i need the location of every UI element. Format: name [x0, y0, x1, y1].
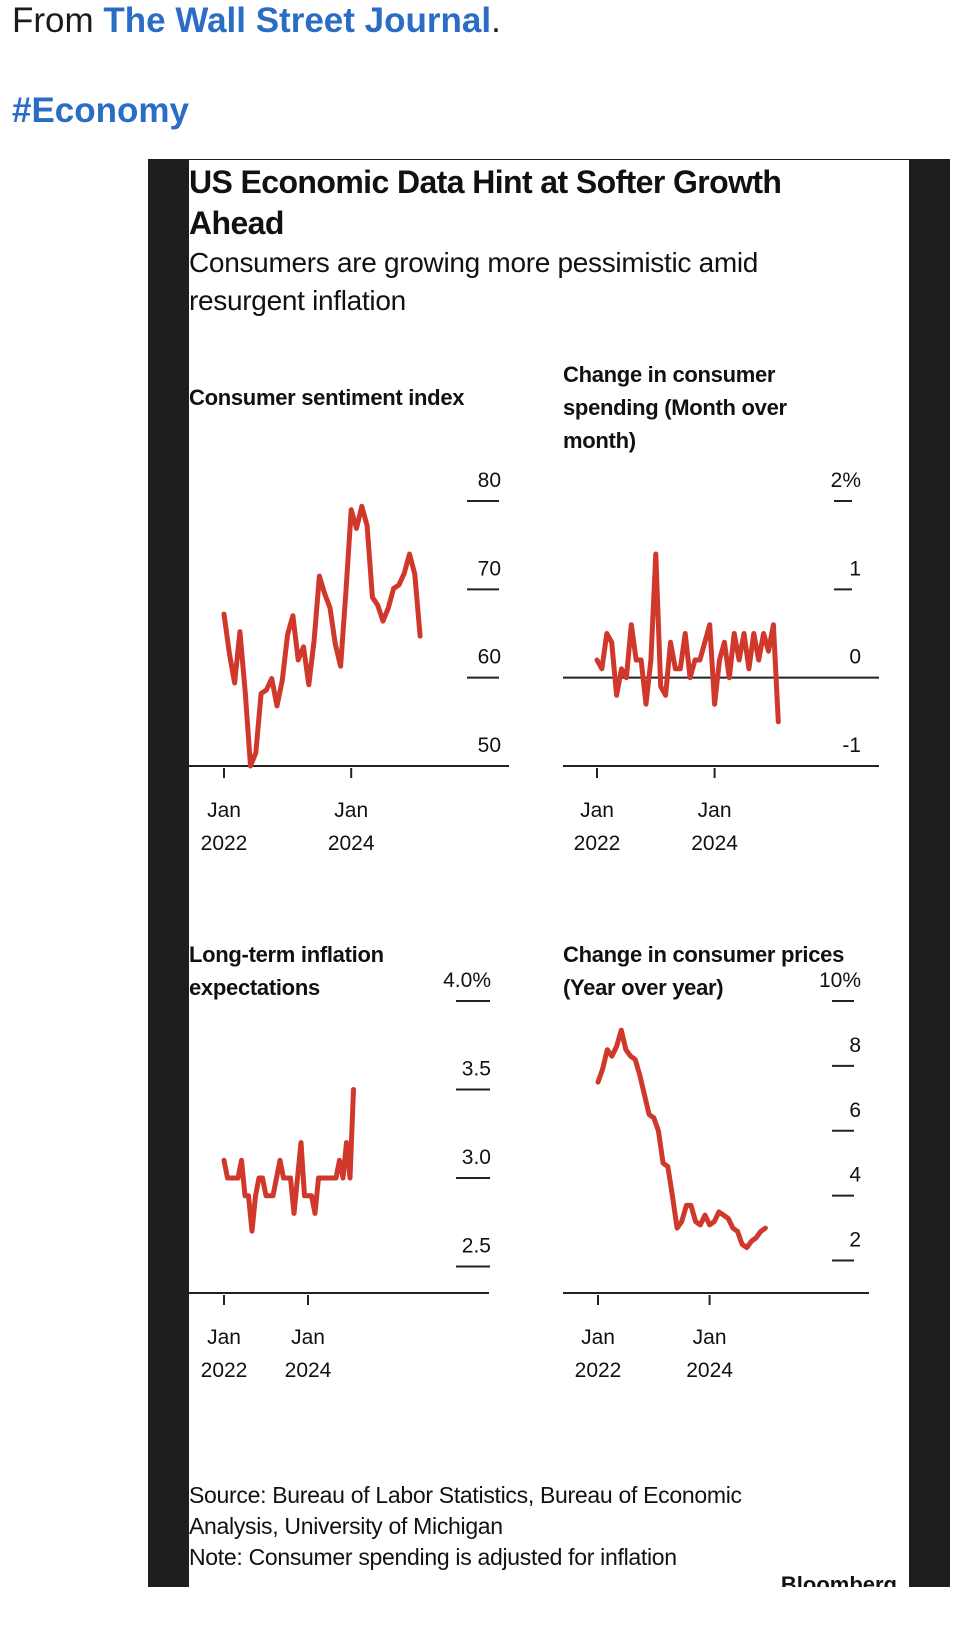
y-tick-label-spending: 2% [831, 469, 861, 492]
x-tick-label-year-inflation-expectations: 2022 [201, 1359, 248, 1382]
x-tick-label-year-consumer-prices: 2022 [575, 1359, 622, 1382]
chart-card: US Economic Data Hint at Softer Growth A… [189, 160, 909, 1587]
y-tick-label-inflation-expectations: 4.0% [443, 969, 491, 992]
y-tick-label-sentiment: 70 [478, 557, 501, 580]
series-line-spending [594, 551, 781, 725]
x-tick-label-month-spending: Jan [698, 799, 732, 822]
source-link[interactable]: The Wall Street Journal [103, 1, 492, 40]
from-suffix: . [491, 1, 501, 40]
series-line-consumer-prices [595, 1027, 768, 1251]
x-tick-label-year-spending: 2024 [691, 832, 738, 855]
x-tick-label-year-spending: 2022 [574, 832, 621, 855]
footnote: Note: Consumer spending is adjusted for … [189, 1544, 677, 1570]
y-tick-label-sentiment: 60 [478, 646, 501, 669]
series-line-inflation-expectations [221, 1087, 356, 1234]
panel-title-sentiment: Consumer sentiment index [189, 385, 465, 410]
x-tick-label-month-spending: Jan [580, 799, 614, 822]
y-tick-label-consumer-prices: 10% [819, 969, 861, 992]
series-line-sentiment [221, 503, 423, 769]
chart-title: US Economic Data Hint at Softer Growth A… [189, 164, 782, 241]
y-tick-label-inflation-expectations: 3.0 [462, 1146, 491, 1169]
panel-title-spending: Change in consumer spending (Month over … [563, 362, 787, 453]
source-note: Source: Bureau of Labor Statistics, Bure… [189, 1482, 742, 1539]
y-tick-label-spending: 0 [849, 646, 861, 669]
x-tick-label-month-sentiment: Jan [207, 799, 241, 822]
source-attribution: From The Wall Street Journal. [12, 0, 501, 42]
x-tick-label-month-consumer-prices: Jan [581, 1326, 615, 1349]
y-tick-label-spending: 1 [849, 557, 861, 580]
x-tick-label-month-inflation-expectations: Jan [207, 1326, 241, 1349]
y-tick-label-consumer-prices: 2 [849, 1229, 861, 1252]
panel-title-inflation-expectations: Long-term inflation expectations [189, 942, 384, 1000]
x-tick-label-year-sentiment: 2024 [328, 832, 375, 855]
from-prefix: From [12, 1, 104, 40]
x-tick-label-month-consumer-prices: Jan [693, 1326, 727, 1349]
x-tick-label-year-inflation-expectations: 2024 [285, 1359, 332, 1382]
hashtag-link[interactable]: #Economy [12, 91, 189, 130]
y-tick-label-spending: -1 [842, 734, 861, 757]
y-tick-label-consumer-prices: 8 [849, 1034, 861, 1057]
y-tick-label-consumer-prices: 4 [849, 1164, 861, 1187]
x-tick-label-month-sentiment: Jan [334, 799, 368, 822]
y-tick-label-inflation-expectations: 3.5 [462, 1057, 491, 1080]
x-tick-label-month-inflation-expectations: Jan [291, 1326, 325, 1349]
charts-svg: 50 60 70 80 Jan 2022 Jan 2024 -1 0 1 2% Jan 2022 Jan 20… [189, 469, 879, 1382]
chart-subtitle: Consumers are growing more pessimistic a… [189, 247, 759, 316]
chart-footer: Source: Bureau of Labor Statistics, Bure… [189, 1480, 749, 1573]
panel-title-consumer-prices: Change in consumer prices (Year over yea… [563, 942, 845, 1000]
y-tick-label-sentiment: 50 [478, 734, 501, 757]
y-tick-label-sentiment: 80 [478, 469, 501, 492]
x-tick-label-year-sentiment: 2022 [201, 832, 248, 855]
x-tick-label-year-consumer-prices: 2024 [686, 1359, 733, 1382]
y-tick-label-inflation-expectations: 2.5 [462, 1234, 491, 1257]
y-tick-label-consumer-prices: 6 [849, 1099, 861, 1122]
bloomberg-logo: Bloomberg [780, 1572, 897, 1587]
